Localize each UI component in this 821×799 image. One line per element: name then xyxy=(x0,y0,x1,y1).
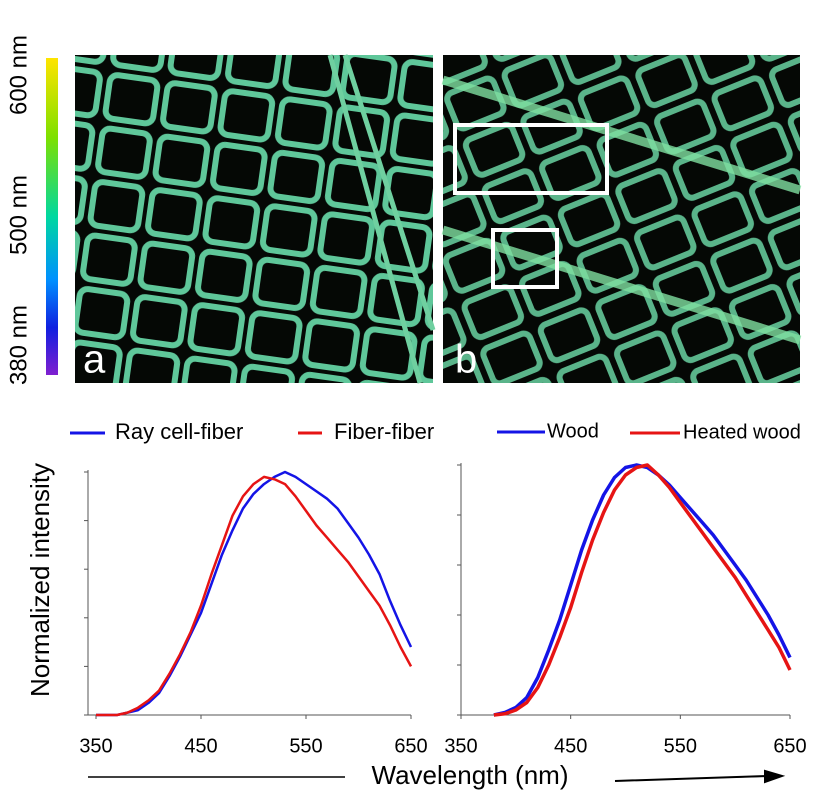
y-axis-label: Normalized intensity xyxy=(25,463,55,697)
colorbar-label: 500 nm xyxy=(5,175,32,255)
legend-label: Ray cell-fiber xyxy=(115,419,243,444)
legend-label: Heated wood xyxy=(683,421,801,443)
series-line xyxy=(96,477,411,715)
axis-arrow xyxy=(615,771,782,782)
colorbar-label: 600 nm xyxy=(5,35,32,115)
panel-label: b xyxy=(455,338,477,382)
x-tick-label: 350 xyxy=(444,735,477,757)
x-tick-label: 450 xyxy=(184,735,217,757)
legend-label: Fiber-fiber xyxy=(334,419,434,444)
series-line xyxy=(494,465,790,715)
x-tick-label: 650 xyxy=(773,735,806,757)
figure: a b 600 nm 500 nm 380 nm Normalized inte… xyxy=(0,0,821,794)
x-tick-label: 650 xyxy=(394,735,427,757)
panel-label: a xyxy=(83,338,106,382)
image-a xyxy=(75,55,433,383)
x-tick-label: 550 xyxy=(664,735,697,757)
x-axis-label: Wavelength (nm) xyxy=(372,760,569,790)
x-tick-label: 550 xyxy=(289,735,322,757)
x-tick-label: 350 xyxy=(79,735,112,757)
colorbar-label: 380 nm xyxy=(5,305,32,385)
colorbar xyxy=(46,58,58,375)
series-line xyxy=(96,472,411,715)
image-b xyxy=(443,55,800,383)
legend-label: Wood xyxy=(547,420,599,442)
x-tick-label: 450 xyxy=(554,735,587,757)
